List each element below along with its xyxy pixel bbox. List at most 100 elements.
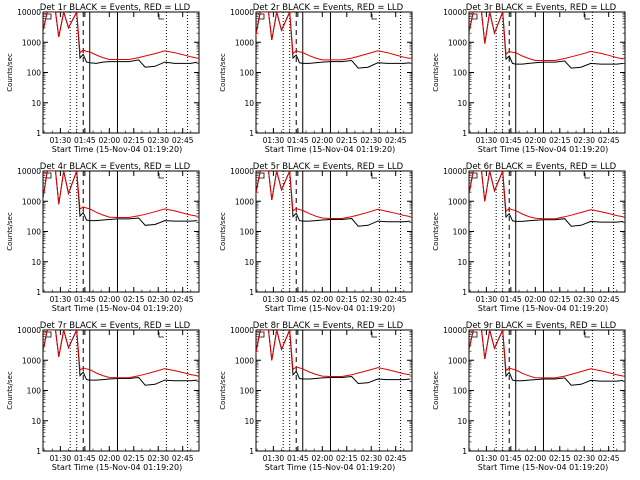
plot-frame xyxy=(255,170,413,293)
x-tick-label: 01:30 xyxy=(263,295,285,304)
y-tick-label: 1000 xyxy=(235,197,254,206)
y-tick-label: 1 xyxy=(36,129,41,138)
series-lld xyxy=(469,12,624,61)
x-axis-label: Start Time (15-Nov-04 01:19:20) xyxy=(265,145,395,154)
y-tick-label: 1000 xyxy=(22,197,41,206)
y-axis-label: Counts/sec xyxy=(432,53,440,92)
y-axis-label: Counts/sec xyxy=(6,371,14,410)
x-tick-label: 02:30 xyxy=(147,454,169,463)
panel-title: Det 1r BLACK = Events, RED = LLD xyxy=(40,3,191,13)
y-tick-label: 100 xyxy=(240,387,255,396)
y-tick-label: 100 xyxy=(27,69,42,78)
plot-frame xyxy=(468,329,626,452)
x-axis-label: Start Time (15-Nov-04 01:19:20) xyxy=(265,463,395,472)
x-tick-label: 02:45 xyxy=(598,295,620,304)
plot-frame xyxy=(468,11,626,134)
plot-frame xyxy=(255,329,413,452)
y-tick-label: 10 xyxy=(457,417,467,426)
corner-marker xyxy=(584,173,590,179)
x-tick-label: 02:30 xyxy=(573,454,595,463)
x-tick-label: 02:15 xyxy=(549,295,571,304)
series-lld xyxy=(43,330,198,379)
y-tick-label: 1000 xyxy=(22,38,41,47)
series-lld xyxy=(469,171,624,220)
x-tick-label: 02:00 xyxy=(525,295,547,304)
series-lld xyxy=(256,12,411,61)
y-tick-label: 10000 xyxy=(443,326,467,335)
x-axis-label: Start Time (15-Nov-04 01:19:20) xyxy=(478,145,608,154)
x-tick-label: 01:30 xyxy=(50,136,72,145)
y-tick-label: 10 xyxy=(31,99,41,108)
y-tick-label: 100 xyxy=(27,387,42,396)
corner-marker xyxy=(371,173,377,179)
corner-marker xyxy=(45,331,52,338)
x-tick-label: 01:45 xyxy=(74,295,96,304)
x-tick-label: 02:30 xyxy=(147,136,169,145)
y-tick-label: 1 xyxy=(462,288,467,297)
corner-marker xyxy=(158,14,164,20)
y-tick-label: 1000 xyxy=(235,356,254,365)
panel-4: Det 4r BLACK = Events, RED = LLD 1 10 100 10… xyxy=(6,162,200,313)
series-lld xyxy=(256,171,411,219)
x-axis-label: Start Time (15-Nov-04 01:19:20) xyxy=(265,304,395,313)
panel-9: Det 9r BLACK = Events, RED = LLD 1 10 100 10… xyxy=(432,321,626,472)
y-tick-label: 10000 xyxy=(230,167,254,176)
x-tick-label: 02:15 xyxy=(549,136,571,145)
x-tick-label: 02:15 xyxy=(336,295,358,304)
y-axis-label: Counts/sec xyxy=(219,53,227,92)
x-tick-label: 02:45 xyxy=(172,295,194,304)
corner-marker xyxy=(371,14,377,20)
x-tick-label: 02:45 xyxy=(172,136,194,145)
y-tick-label: 10000 xyxy=(443,167,467,176)
y-tick-label: 10 xyxy=(244,99,254,108)
series-lld xyxy=(43,171,198,218)
y-tick-label: 100 xyxy=(240,228,255,237)
x-tick-label: 01:30 xyxy=(50,454,72,463)
x-tick-label: 01:45 xyxy=(500,136,522,145)
x-tick-label: 01:30 xyxy=(263,136,285,145)
y-tick-label: 100 xyxy=(27,228,42,237)
x-tick-label: 02:00 xyxy=(525,454,547,463)
y-tick-label: 100 xyxy=(453,228,468,237)
x-tick-label: 02:30 xyxy=(360,136,382,145)
y-tick-label: 1 xyxy=(249,129,254,138)
y-tick-label: 10 xyxy=(457,258,467,267)
x-tick-label: 02:45 xyxy=(385,295,407,304)
y-tick-label: 10 xyxy=(457,99,467,108)
panel-title: Det 9r BLACK = Events, RED = LLD xyxy=(466,321,617,331)
y-tick-label: 10000 xyxy=(17,167,41,176)
x-tick-label: 02:45 xyxy=(172,454,194,463)
panel-title: Det 6r BLACK = Events, RED = LLD xyxy=(466,162,617,172)
corner-marker xyxy=(45,13,52,20)
x-tick-label: 02:45 xyxy=(385,454,407,463)
plot-frame xyxy=(42,170,200,293)
x-axis-label: Start Time (15-Nov-04 01:19:20) xyxy=(52,304,182,313)
y-tick-label: 10000 xyxy=(17,326,41,335)
x-tick-label: 02:45 xyxy=(598,136,620,145)
x-tick-label: 02:15 xyxy=(336,136,358,145)
x-tick-label: 02:15 xyxy=(123,136,145,145)
y-tick-label: 10000 xyxy=(17,8,41,17)
panel-1: Det 1r BLACK = Events, RED = LLD 1 10 100 10… xyxy=(6,3,200,154)
y-tick-label: 1 xyxy=(462,447,467,456)
x-tick-label: 01:45 xyxy=(500,454,522,463)
y-tick-label: 1000 xyxy=(235,38,254,47)
panel-title: Det 5r BLACK = Events, RED = LLD xyxy=(253,162,404,172)
y-tick-label: 1000 xyxy=(448,356,467,365)
x-tick-label: 02:00 xyxy=(525,136,547,145)
y-tick-label: 1000 xyxy=(448,38,467,47)
y-tick-label: 10 xyxy=(244,258,254,267)
corner-marker xyxy=(584,332,590,338)
corner-marker xyxy=(258,13,265,20)
panel-title: Det 8r BLACK = Events, RED = LLD xyxy=(253,321,404,331)
y-axis-label: Counts/sec xyxy=(219,371,227,410)
corner-marker xyxy=(45,172,52,179)
y-tick-label: 10 xyxy=(31,258,41,267)
panel-2: Det 2r BLACK = Events, RED = LLD 1 10 100 10… xyxy=(219,3,413,154)
y-tick-label: 10 xyxy=(244,417,254,426)
y-axis-label: Counts/sec xyxy=(6,53,14,92)
y-tick-label: 1 xyxy=(36,447,41,456)
y-tick-label: 10000 xyxy=(443,8,467,17)
x-tick-label: 01:45 xyxy=(500,295,522,304)
corner-marker xyxy=(258,172,265,179)
